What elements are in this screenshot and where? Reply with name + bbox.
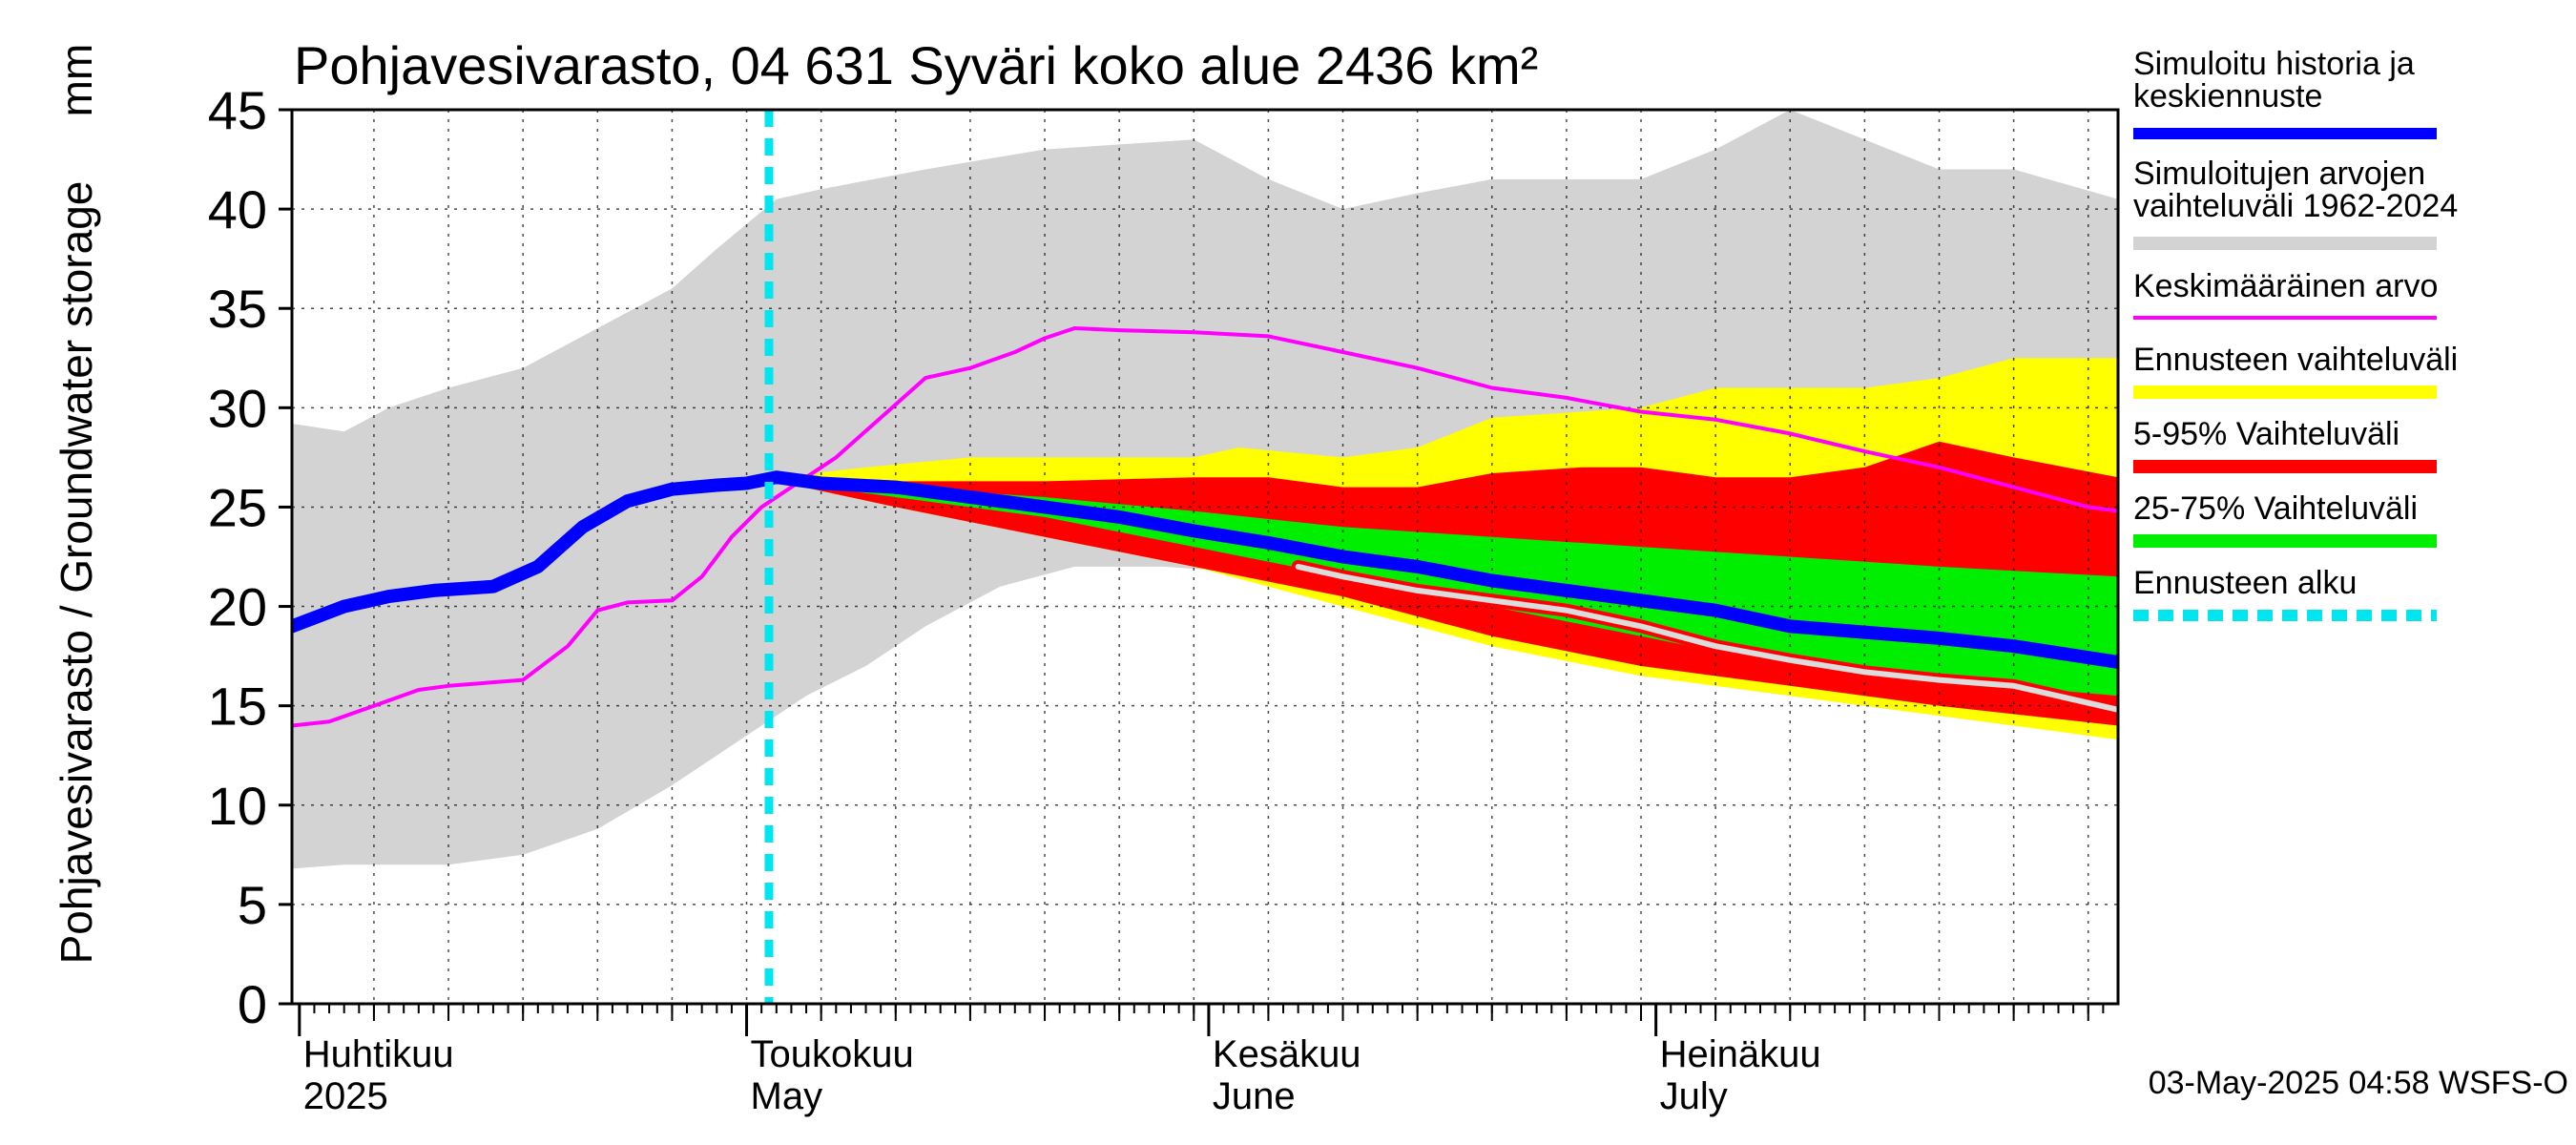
y-tick-label: 25	[208, 477, 267, 537]
low-series-line	[1295, 563, 2118, 713]
y-tick-label: 35	[208, 279, 267, 339]
x-month-sublabel: May	[751, 1075, 823, 1117]
x-month-sublabel: June	[1213, 1075, 1296, 1117]
x-month-label: Huhtikuu	[303, 1033, 454, 1075]
x-month-sublabel: July	[1660, 1075, 1728, 1117]
legend-label: 25-75% Vaihteluväli	[2133, 490, 2418, 527]
mean-line	[292, 326, 2118, 728]
x-month-label: Toukokuu	[751, 1033, 914, 1075]
median-forecast-line	[292, 470, 2118, 669]
y-tick-label: 0	[238, 974, 267, 1034]
y-tick-label: 10	[208, 776, 267, 836]
p25-75-band	[776, 477, 2118, 697]
legend-label: Keskimääräinen arvo	[2133, 268, 2438, 304]
legend-label: Simuloitu historia ja	[2133, 46, 2415, 82]
y-axis-label: Pohjavesivarasto / Groundwater storage	[52, 181, 101, 965]
y-tick-label: 45	[208, 80, 267, 140]
x-month-sublabel: 2025	[303, 1075, 388, 1117]
y-tick-label: 15	[208, 677, 267, 737]
plot-frame	[290, 108, 2120, 1006]
y-axis-unit: mm	[52, 44, 101, 117]
x-month-label: Heinäkuu	[1660, 1033, 1821, 1075]
chart-footer-timestamp: 03-May-2025 04:58 WSFS-O	[2149, 1065, 2568, 1101]
y-tick-label: 5	[238, 875, 267, 935]
legend-sublabel: keskiennuste	[2133, 78, 2322, 114]
y-tick-label: 40	[208, 179, 267, 239]
legend-label: Ennusteen alku	[2133, 565, 2357, 601]
legend-label: Ennusteen vaihteluväli	[2133, 342, 2458, 378]
x-month-label: Kesäkuu	[1213, 1033, 1361, 1075]
chart-title: Pohjavesivarasto, 04 631 Syväri koko alu…	[294, 35, 1538, 95]
legend-sublabel: vaihteluväli 1962-2024	[2133, 188, 2458, 224]
legend-label: 5-95% Vaihteluväli	[2133, 416, 2399, 452]
y-tick-label: 30	[208, 378, 267, 438]
legend-label: Simuloitujen arvojen	[2133, 156, 2425, 192]
y-tick-label: 20	[208, 577, 267, 637]
